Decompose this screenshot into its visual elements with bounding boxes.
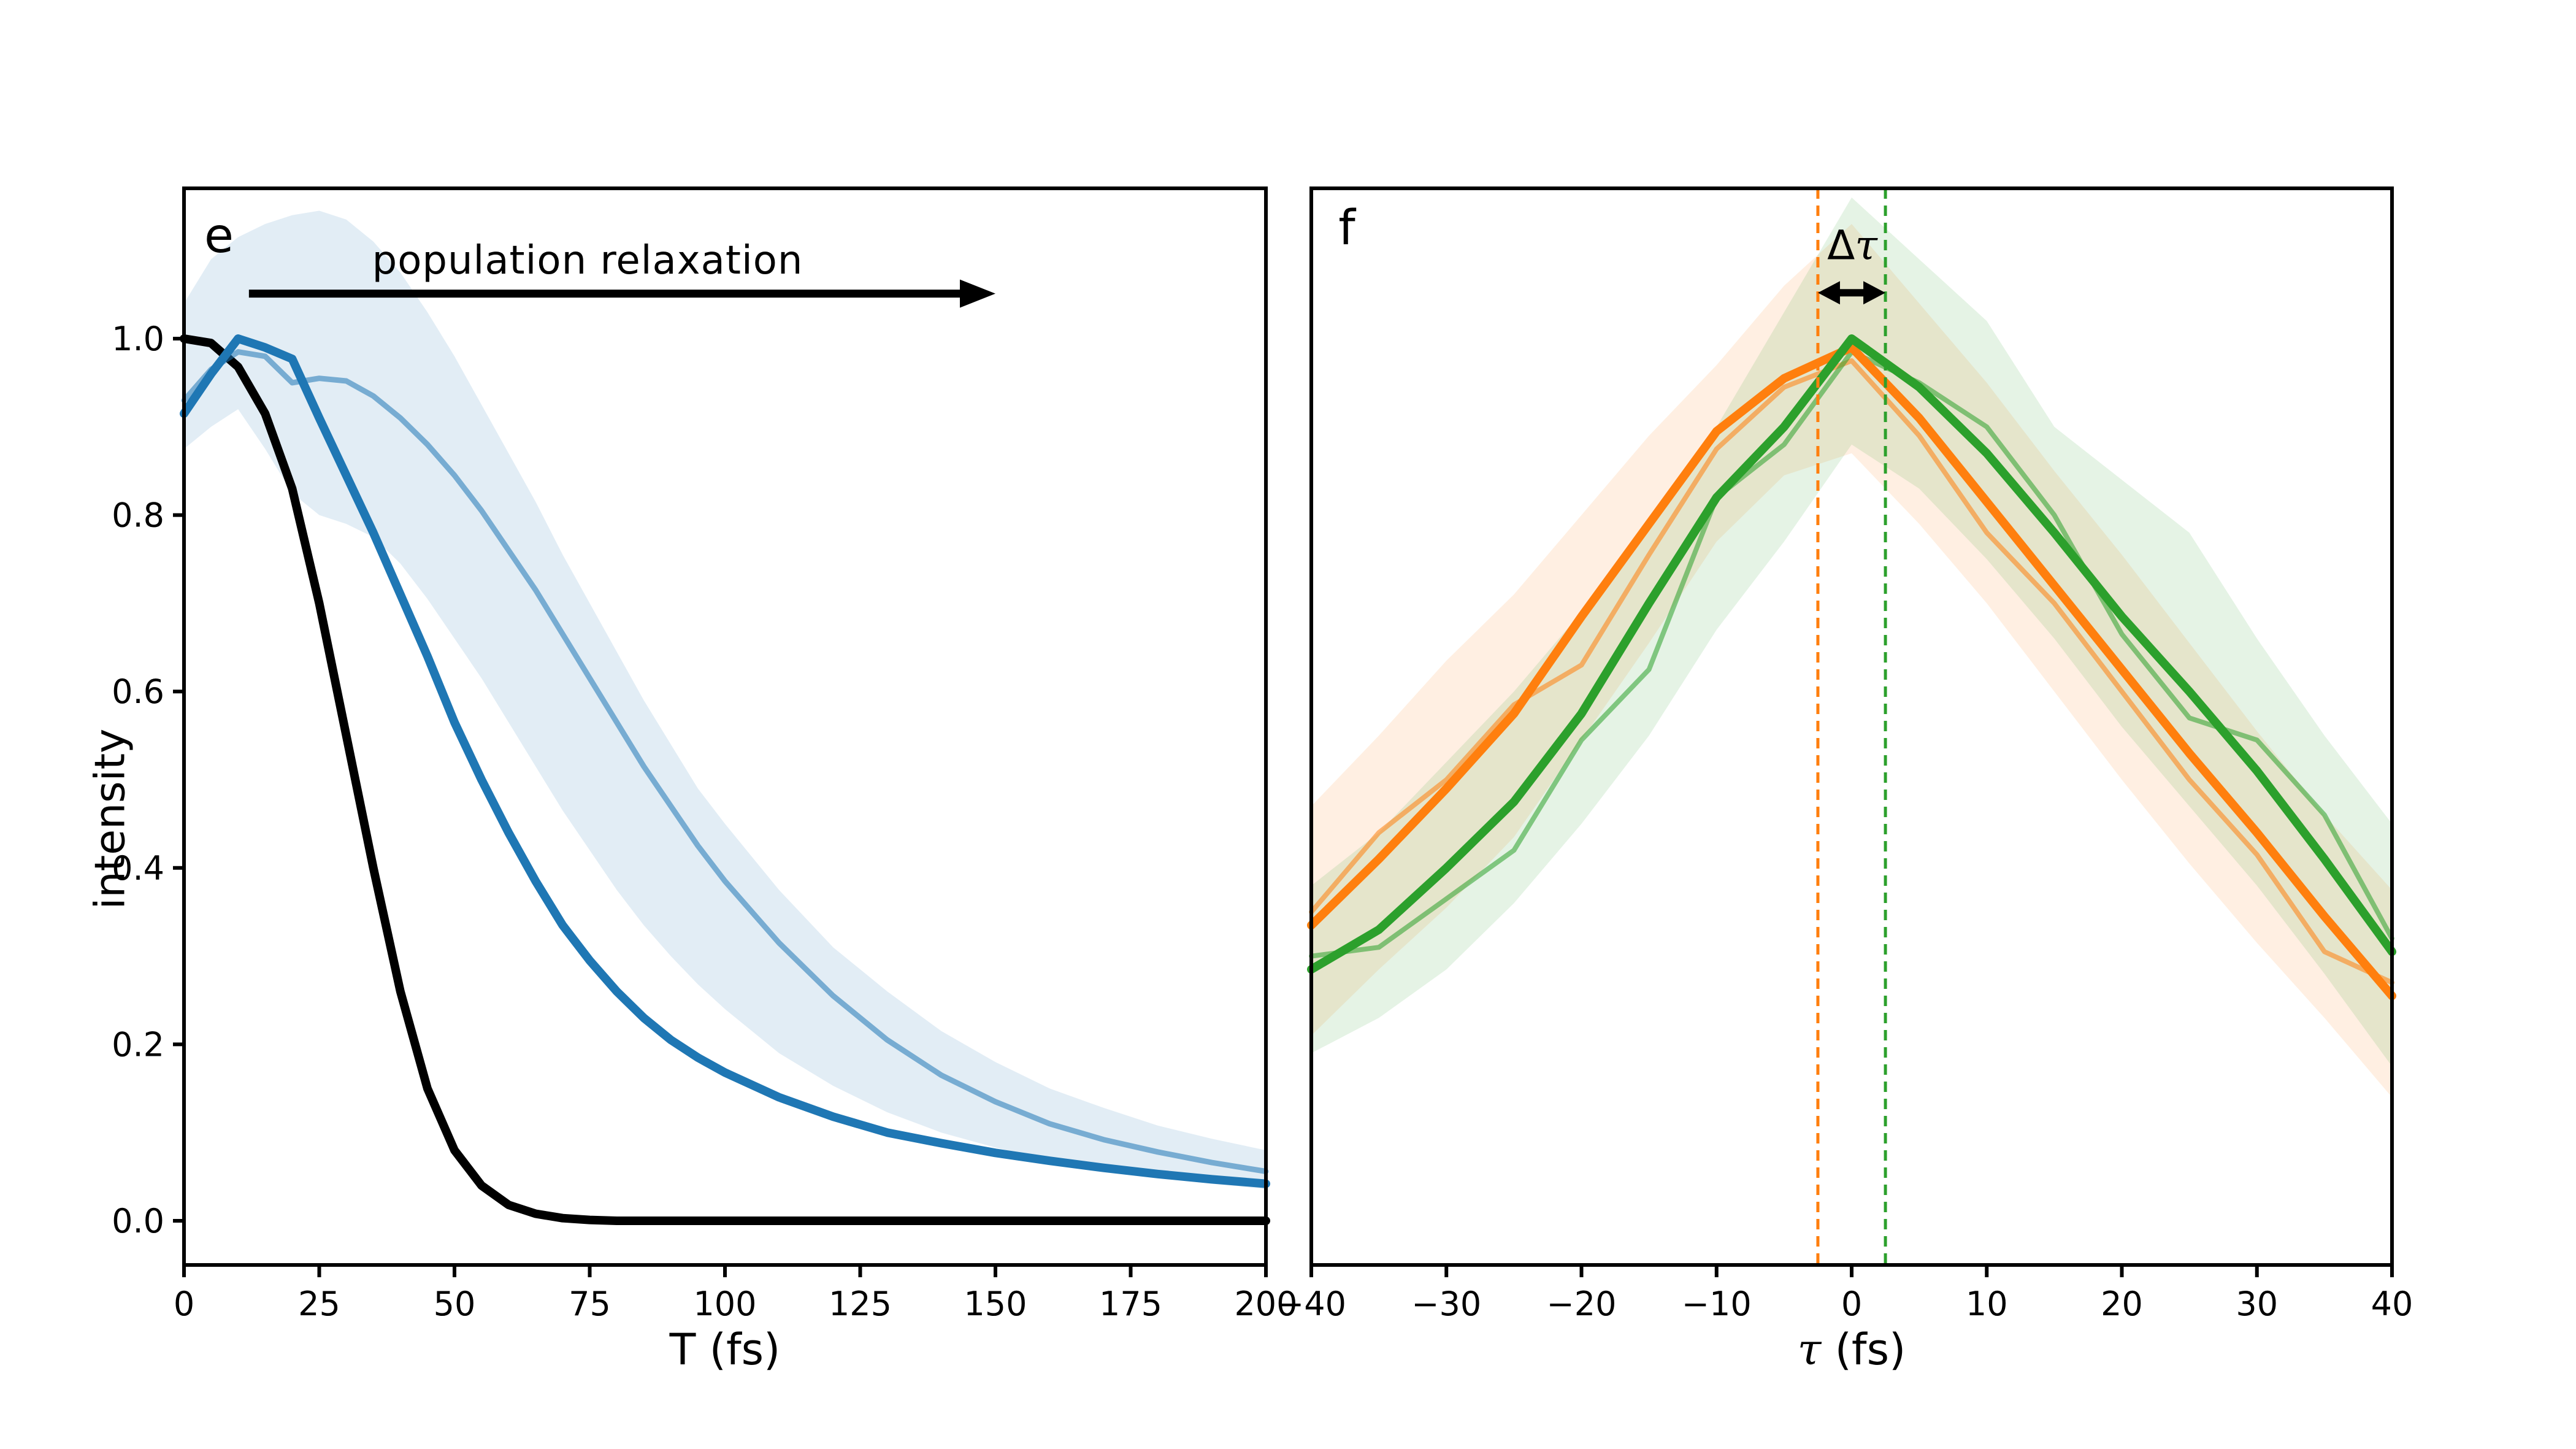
e-std-band (184, 210, 1266, 1190)
delta-symbol: Δ (1827, 221, 1855, 269)
arrow-head (1817, 281, 1840, 305)
e-black-reference-curve (180, 334, 1270, 1225)
f-orange-std-band (1311, 224, 2392, 1097)
f-xtick-label: −10 (1682, 1285, 1752, 1323)
e-xtick-label: 125 (829, 1285, 892, 1323)
f-xtick-label: 20 (2101, 1285, 2143, 1323)
e-ytick-label: 0.0 (112, 1202, 164, 1240)
arrow-head (960, 279, 995, 308)
panel-f-label: f (1338, 201, 1355, 256)
tau-symbol: τ (1855, 221, 1877, 269)
tau-axis-symbol: τ (1797, 1324, 1822, 1375)
e-ytick-label: 0.8 (112, 496, 164, 535)
e-xtick-label: 175 (1099, 1285, 1162, 1323)
e-ytick-label: 1.0 (112, 320, 164, 358)
f-green-mean-curve (1307, 334, 2396, 974)
f-xtick-label: −40 (1276, 1285, 1346, 1323)
f-green-std-band (1311, 197, 2392, 1067)
population-relaxation-annotation: population relaxation (372, 238, 803, 283)
x-axis-label-panel-f: τ (fs) (1798, 1324, 1906, 1375)
e-xtick-label: 75 (569, 1285, 611, 1323)
e-xtick-label: 0 (174, 1285, 194, 1323)
f-xtick-label: −30 (1411, 1285, 1481, 1323)
delta-tau-annotation: Δτ (1827, 222, 1877, 269)
e-mean-curve (180, 334, 1270, 1188)
f-xtick-label: 10 (1966, 1285, 2008, 1323)
e-xtick-label: 100 (693, 1285, 756, 1323)
e-single-trial-curve (181, 349, 1269, 1174)
tau-axis-units: (fs) (1821, 1324, 1906, 1375)
f-xtick-label: −20 (1547, 1285, 1617, 1323)
f-xtick-label: 30 (2236, 1285, 2278, 1323)
e-ytick-label: 0.6 (112, 672, 164, 711)
f-xtick-label: 40 (2371, 1285, 2413, 1323)
y-axis-label: intensity (86, 728, 135, 910)
panel-e-label: e (204, 209, 234, 264)
f-xtick-label: 0 (1841, 1285, 1862, 1323)
e-ytick-label: 0.2 (112, 1025, 164, 1064)
e-xtick-label: 200 (1234, 1285, 1297, 1323)
e-xtick-label: 25 (298, 1285, 340, 1323)
f-orange-single-trial-curve (1309, 358, 2394, 985)
x-axis-label-panel-e: T (fs) (669, 1324, 781, 1375)
f-orange-mean-curve (1307, 343, 2396, 1001)
e-xtick-label: 50 (434, 1285, 476, 1323)
arrow-head (1863, 281, 1886, 305)
e-xtick-label: 150 (964, 1285, 1027, 1323)
e-ytick-label: 0.4 (112, 849, 164, 888)
